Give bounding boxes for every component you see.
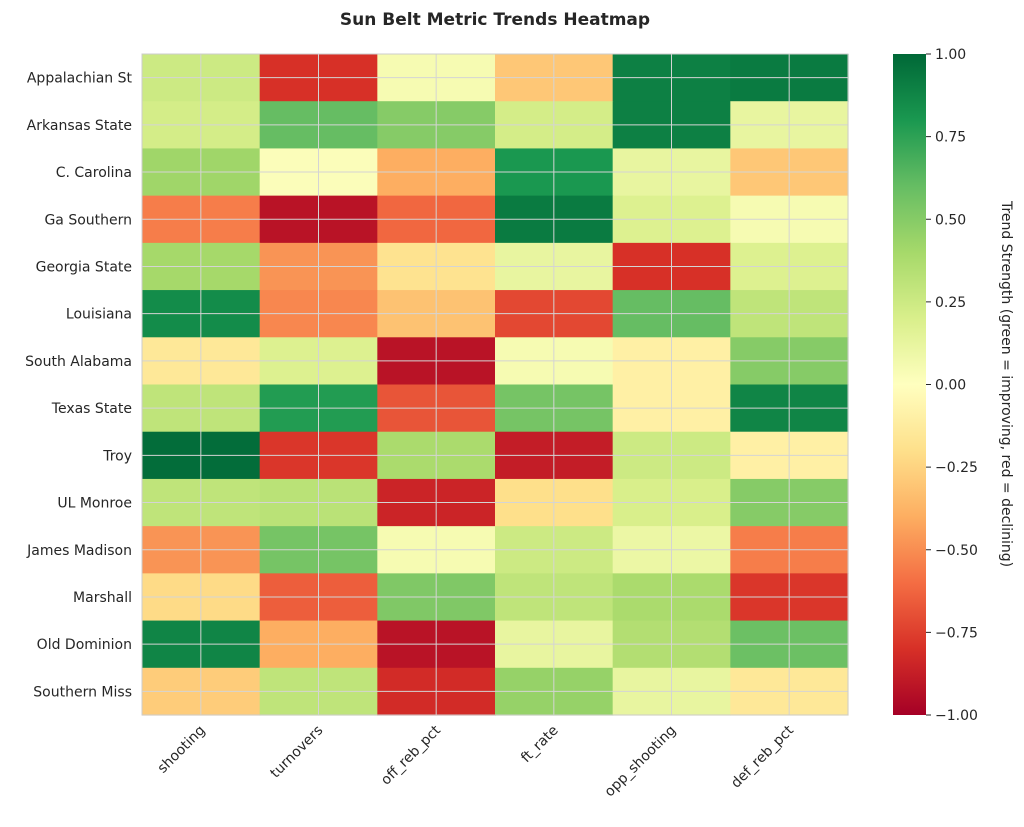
x-tick-label: def_reb_pct [728, 722, 797, 791]
y-tick-label: Louisiana [66, 307, 132, 323]
x-tick-labels: shooting turnovers off_reb_pct ft_rate opp_s… [155, 722, 798, 800]
y-tick-label: Georgia State [36, 259, 132, 275]
colorbar-tick-label: 0.00 [935, 378, 966, 394]
colorbar-tick-label: 1.00 [935, 47, 966, 63]
y-tick-label: South Alabama [25, 354, 132, 370]
y-tick-label: Ga Southern [44, 212, 132, 228]
y-tick-label: Southern Miss [33, 684, 132, 700]
chart-title: Sun Belt Metric Trends Heatmap [340, 10, 650, 30]
colorbar-ticks: 1.00 0.75 0.50 0.25 0.00 −0.25 −0.50 −0.75 −1.00 [926, 47, 978, 724]
plot-frame [141, 53, 849, 716]
x-tick-label: shooting [155, 723, 209, 777]
y-tick-label: Marshall [73, 590, 132, 606]
x-tick-label: ft_rate [518, 723, 562, 767]
colorbar [893, 54, 926, 715]
y-tick-label: Texas State [51, 401, 132, 417]
y-tick-label: Appalachian St [27, 71, 133, 87]
heatmap-grid [142, 54, 848, 715]
colorbar-label: Trend Strength (green = improving, red =… [998, 200, 1014, 567]
colorbar-tick-label: −0.75 [935, 625, 978, 641]
y-tick-label: Arkansas State [27, 118, 132, 134]
x-tick-label: off_reb_pct [378, 722, 444, 788]
colorbar-tick-label: −0.25 [935, 460, 978, 476]
x-tick-label: turnovers [267, 723, 326, 782]
colorbar-tick-label: 0.25 [935, 295, 966, 311]
y-tick-label: James Madison [26, 543, 132, 559]
y-tick-label: UL Monroe [57, 496, 132, 512]
x-tick-label: opp_shooting [602, 723, 680, 801]
colorbar-tick-label: −1.00 [935, 708, 978, 724]
y-tick-label: Troy [102, 448, 132, 464]
y-tick-label: Old Dominion [37, 637, 132, 653]
colorbar-tick-label: 0.75 [935, 130, 966, 146]
colorbar-tick-label: −0.50 [935, 543, 978, 559]
heatmap-cells [142, 54, 849, 716]
colorbar-tick-label: 0.50 [935, 212, 966, 228]
y-tick-labels: Appalachian St Arkansas State C. Carolina G… [25, 71, 132, 701]
y-tick-label: C. Carolina [56, 165, 132, 181]
